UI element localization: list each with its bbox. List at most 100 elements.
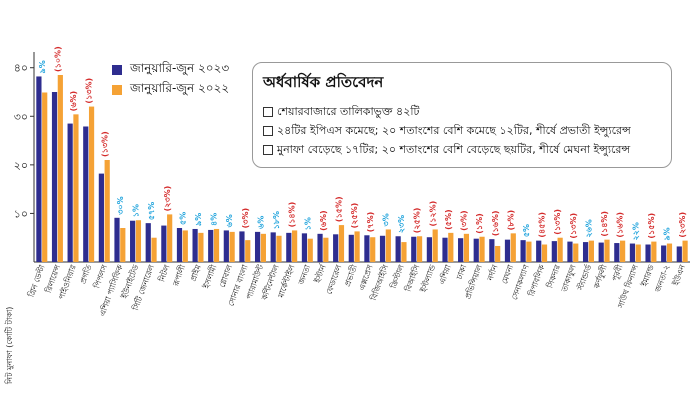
bar-2022	[151, 237, 157, 262]
change-percent-label: (৩%)	[460, 210, 469, 231]
change-percent-label: (৬%)	[319, 210, 328, 231]
legend-label-2023: জানুয়ারি-জুন ২০২৩	[130, 61, 230, 75]
change-percent-label: ১৮%	[272, 211, 281, 229]
change-percent-label: ৩%	[381, 213, 390, 226]
bar-2022	[292, 230, 298, 262]
change-percent-label: (১৫%)	[335, 196, 344, 222]
category-label: জনতা-২	[653, 264, 671, 295]
category-label: ঢাকা	[455, 263, 469, 282]
bar-2022	[651, 241, 657, 262]
bar-2023	[98, 173, 104, 262]
change-percent-label: ৫%	[178, 212, 187, 225]
change-percent-label: (১৩%)	[85, 78, 94, 104]
category-label: জনতা	[296, 263, 312, 287]
bar-2022	[167, 214, 173, 262]
change-percent-label: ৯%	[38, 60, 47, 73]
bar-2023	[208, 229, 214, 262]
bar-2023	[629, 243, 636, 262]
change-percent-label: (১০%)	[53, 46, 62, 72]
change-percent-label: (১৩%)	[553, 209, 562, 235]
category-label: ইউএন	[670, 263, 687, 288]
bar-2023	[379, 235, 386, 262]
change-percent-label: ২৩%	[397, 215, 406, 233]
bar-2023	[333, 234, 339, 262]
change-percent-label: ৬%	[225, 214, 234, 227]
bar-2023	[239, 231, 245, 262]
y-axis-label: নিট মুনাফা (কোটি টাকা)	[4, 307, 14, 385]
change-percent-label: ২৬%	[584, 219, 593, 237]
bar-2022	[245, 240, 251, 262]
category-label: পিপলস	[92, 263, 109, 291]
change-percent-label: ২২%	[631, 222, 640, 240]
bar-2023	[364, 235, 370, 262]
bar-2023	[67, 123, 73, 262]
bar-2023	[114, 217, 120, 262]
legend: জানুয়ারি-জুন ২০২৩ জানুয়ারি-জুন ২০২২	[112, 60, 229, 100]
bar-2022	[510, 233, 516, 262]
bar-2022	[198, 232, 204, 262]
category-label: গ্রিন ডেল্টা	[25, 263, 46, 300]
bar-2023	[598, 242, 604, 262]
category-label: প্রাইম	[189, 263, 203, 282]
summary-title: অর্ধবার্ষিক প্রতিবেদন	[263, 73, 384, 91]
bar-2023	[504, 239, 511, 262]
change-percent-label: ৩০%	[116, 196, 125, 214]
bar-2023	[161, 225, 167, 262]
bar-2022	[135, 220, 142, 262]
bar-2022	[495, 245, 501, 262]
change-percent-label: ৫৭%	[147, 202, 156, 220]
bar-2023	[36, 76, 42, 262]
bar-2023	[317, 233, 323, 262]
change-percent-label: (১%)	[475, 213, 484, 234]
bar-2022	[573, 243, 579, 262]
bar-2023	[192, 228, 198, 262]
bar-2023	[458, 238, 464, 262]
bar-2022	[557, 237, 563, 262]
bar-2022	[73, 114, 79, 262]
y-tick-label: ৪০	[14, 62, 28, 75]
change-percent-label: (১৩%)	[100, 131, 109, 157]
bar-2023	[567, 241, 573, 262]
bar-2023	[395, 236, 401, 262]
bar-2023	[130, 220, 136, 262]
bar-2022	[448, 232, 454, 262]
bar-2023	[51, 92, 58, 262]
change-percent-label: (১৫%)	[647, 213, 656, 239]
legend-swatch-2023	[112, 65, 122, 75]
change-percent-label: (১৪%)	[600, 211, 609, 237]
bar-2023	[645, 244, 651, 262]
category-label: ক্রিস্টাল	[388, 262, 406, 290]
change-percent-label: ৫%	[522, 224, 531, 237]
bar-2022	[104, 160, 110, 262]
bar-2023	[676, 246, 682, 262]
bar-2023	[348, 234, 354, 262]
category-label: কর্ণফুলী	[591, 263, 609, 291]
bar-2022	[432, 229, 438, 262]
bar-2022	[416, 236, 423, 262]
bar-2023	[145, 223, 151, 262]
change-percent-label: (১৩%)	[569, 213, 578, 239]
change-percent-label: (৭%)	[366, 212, 375, 233]
change-percent-label: (৩%)	[241, 208, 250, 229]
category-label: ইস্টার্ন	[312, 262, 328, 285]
summary-line: শেয়ারবাজারে তালিকাভুক্ত ৪২টি	[263, 102, 661, 121]
category-label: গ্লোবাল	[218, 263, 235, 289]
category-label: নর্দান	[485, 263, 499, 282]
category-label: সিকদার	[545, 263, 562, 290]
legend-item-2023: জানুয়ারি-জুন ২০২৩	[112, 60, 229, 80]
bar-2023	[614, 243, 620, 262]
bar-2023	[442, 237, 448, 262]
change-percent-label: (২৫%)	[413, 208, 422, 234]
category-label: প্রগতি	[78, 263, 93, 285]
bar-2022	[385, 229, 391, 262]
bar-2022	[260, 233, 266, 262]
change-percent-label: ১%	[132, 204, 141, 217]
bar-2023	[473, 238, 479, 262]
checkbox-icon	[263, 145, 273, 155]
change-percent-label: (২৩%)	[163, 186, 172, 212]
bar-2022	[666, 243, 673, 262]
bar-2023	[520, 240, 526, 262]
legend-swatch-2022	[112, 85, 122, 95]
bar-2022	[213, 228, 220, 262]
